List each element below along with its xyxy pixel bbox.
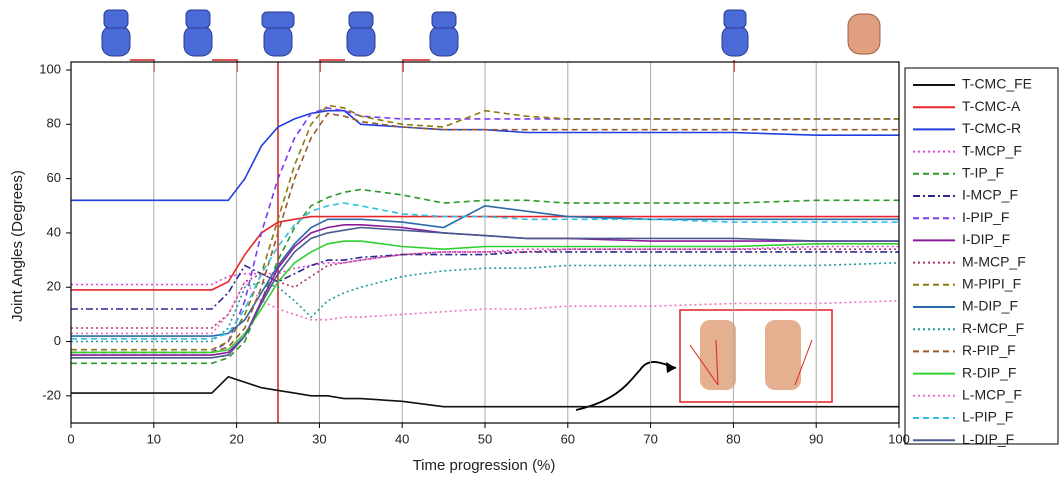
- y-tick-label: 100: [39, 61, 61, 76]
- legend-label: L-DIP_F: [962, 431, 1014, 447]
- legend-label: I-MCP_F: [962, 187, 1018, 203]
- y-tick-label: -20: [42, 387, 61, 402]
- chart: Time progression (%) Joint Angles (Degre…: [0, 0, 1063, 480]
- x-axis-title: Time progression (%): [413, 457, 556, 474]
- legend-label: L-PIP_F: [962, 409, 1013, 425]
- legend-label: R-PIP_F: [962, 342, 1016, 358]
- y-tick-label: 20: [47, 279, 61, 294]
- x-tick-label: 0: [67, 431, 74, 446]
- x-tick-label: 70: [643, 431, 657, 446]
- legend-label: M-DIP_F: [962, 298, 1018, 314]
- x-tick-label: 20: [229, 431, 243, 446]
- legend-label: T-MCP_F: [962, 142, 1022, 158]
- y-tick-label: 0: [54, 333, 61, 348]
- legend-label: M-MCP_F: [962, 253, 1026, 269]
- legend-label: T-CMC-A: [962, 98, 1021, 114]
- hand-icons: [102, 10, 880, 72]
- legend-label: R-DIP_F: [962, 364, 1016, 380]
- inset: [576, 310, 832, 410]
- x-tick-label: 90: [809, 431, 823, 446]
- y-tick-label: 80: [47, 116, 61, 131]
- x-tick-label: 60: [561, 431, 575, 446]
- y-tick-label: 40: [47, 224, 61, 239]
- legend-label: T-IP_F: [962, 165, 1004, 181]
- legend-label: M-PIPI_F: [962, 276, 1021, 292]
- legend-label: T-CMC-R: [962, 120, 1021, 136]
- legend-label: I-PIP_F: [962, 209, 1009, 225]
- x-tick-label: 80: [726, 431, 740, 446]
- y-axis-title: Joint Angles (Degrees): [9, 170, 26, 322]
- x-tick-label: 40: [395, 431, 409, 446]
- legend-label: R-MCP_F: [962, 320, 1024, 336]
- x-tick-label: 30: [312, 431, 326, 446]
- legend-label: T-CMC_FE: [962, 76, 1032, 92]
- x-tick-label: 10: [147, 431, 161, 446]
- legend-label: L-MCP_F: [962, 387, 1022, 403]
- legend-label: I-DIP_F: [962, 231, 1010, 247]
- x-tick-label: 50: [478, 431, 492, 446]
- y-tick-label: 60: [47, 170, 61, 185]
